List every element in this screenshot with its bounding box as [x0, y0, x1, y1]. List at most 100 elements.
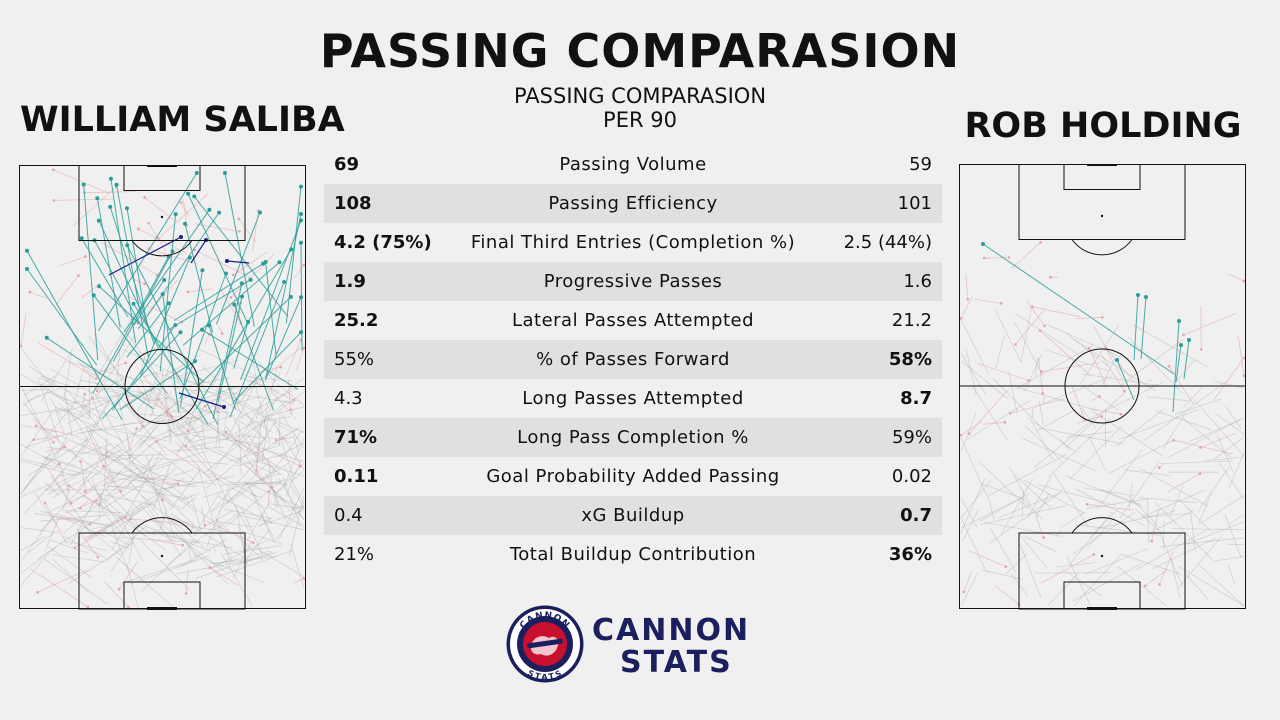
- pass-end-dot: [124, 361, 127, 365]
- pass-line: [148, 538, 183, 546]
- pass-line: [1213, 357, 1245, 401]
- pass-line: [1090, 396, 1100, 402]
- pitch-markings: [19, 165, 306, 610]
- pass-line: [960, 411, 977, 452]
- pass-line: [226, 462, 289, 505]
- pass-line: [983, 521, 1062, 537]
- pass-line: [1189, 418, 1245, 442]
- pass-line: [1062, 568, 1102, 597]
- pass-end-dot: [959, 434, 963, 437]
- pass-line: [1027, 417, 1076, 453]
- pass-end-dot: [1150, 539, 1153, 543]
- pass-line: [1020, 544, 1042, 599]
- pass-line: [1073, 338, 1156, 392]
- pass-line: [215, 518, 231, 565]
- pass-end-dot: [1179, 343, 1183, 347]
- pass-line: [1216, 434, 1234, 474]
- pass-line: [285, 339, 302, 378]
- pass-end-dot: [34, 424, 38, 428]
- pass-line: [20, 312, 27, 347]
- pass-line: [228, 386, 265, 441]
- pass-line: [140, 371, 173, 418]
- pass-line: [184, 223, 214, 333]
- stat-row: Long Passes Attempted 4.3 8.7: [324, 379, 942, 418]
- pass-end-dot: [83, 392, 86, 396]
- pass-line: [1174, 398, 1222, 415]
- pass-end-dot: [194, 171, 199, 175]
- pass-end-dot: [79, 236, 84, 241]
- pass-line: [209, 567, 240, 587]
- pass-line: [1076, 316, 1103, 319]
- pass-line: [1228, 513, 1245, 525]
- pass-line: [81, 284, 100, 298]
- pass-line: [110, 471, 153, 481]
- pass-end-dot: [155, 440, 158, 443]
- pass-line: [178, 492, 200, 502]
- pass-line: [1159, 533, 1184, 588]
- pass-line: [106, 486, 144, 488]
- pass-line: [155, 357, 173, 408]
- pass-line: [73, 399, 110, 461]
- stat-metric-label: Long Passes Attempted: [522, 388, 744, 409]
- pass-line: [255, 547, 305, 578]
- pass-end-dot: [108, 176, 113, 181]
- pass-line: [1166, 418, 1242, 459]
- pass-line: [130, 376, 146, 399]
- pass-line: [176, 406, 205, 456]
- pass-line: [283, 437, 305, 486]
- stat-right-value: 36%: [888, 544, 932, 565]
- pass-end-dot: [222, 405, 226, 409]
- pass-end-dot: [299, 240, 303, 245]
- pass-line: [1094, 510, 1176, 530]
- pass-end-dot: [1098, 395, 1101, 398]
- pass-line: [109, 485, 190, 500]
- pass-line: [1128, 495, 1160, 529]
- stat-right-value: 58%: [888, 349, 932, 370]
- pass-line: [159, 510, 167, 531]
- pass-end-dot: [184, 592, 188, 595]
- pass-line: [1198, 564, 1245, 607]
- pitch-markings: [959, 164, 1246, 610]
- pass-line: [59, 472, 92, 477]
- cannon-stats-logo: CANNON STATS: [506, 605, 584, 683]
- pass-line: [1086, 381, 1165, 421]
- stat-left-value: 69: [334, 154, 360, 175]
- pass-line: [290, 543, 305, 589]
- pass-line: [36, 425, 73, 436]
- pass-line: [200, 446, 229, 503]
- pass-line: [73, 186, 117, 226]
- pass-line: [153, 462, 172, 509]
- pass-line: [20, 482, 54, 498]
- pass-line: [258, 509, 305, 527]
- stat-metric-label: Long Pass Completion %: [517, 427, 749, 448]
- pass-end-dot: [258, 210, 262, 215]
- pass-line: [269, 479, 288, 484]
- pass-end-dot: [248, 277, 253, 282]
- pass-line: [59, 516, 106, 537]
- pass-end-dot: [1039, 241, 1042, 244]
- pass-line: [1228, 273, 1245, 282]
- pass-line: [29, 568, 89, 608]
- pass-line: [93, 294, 168, 395]
- pass-line: [1214, 436, 1245, 460]
- pass-end-dot: [161, 498, 164, 502]
- pass-line: [1047, 417, 1112, 478]
- pass-line: [180, 202, 190, 217]
- pass-line: [1066, 333, 1109, 367]
- pass-lines-left: [19, 168, 306, 609]
- pass-line: [267, 506, 305, 527]
- stat-left-value: 55%: [334, 349, 375, 370]
- pass-line: [20, 385, 51, 445]
- pass-line: [1101, 355, 1125, 392]
- pass-end-dot: [96, 218, 101, 223]
- pass-line: [990, 492, 1061, 544]
- pass-end-dot: [1158, 583, 1161, 586]
- pass-line: [77, 463, 99, 489]
- pass-line: [227, 482, 287, 485]
- pass-line: [231, 401, 287, 447]
- pass-line: [1020, 306, 1033, 362]
- pass-line: [1147, 499, 1149, 544]
- pass-line: [1082, 373, 1158, 386]
- pass-line: [39, 514, 110, 522]
- pass-line: [217, 495, 273, 525]
